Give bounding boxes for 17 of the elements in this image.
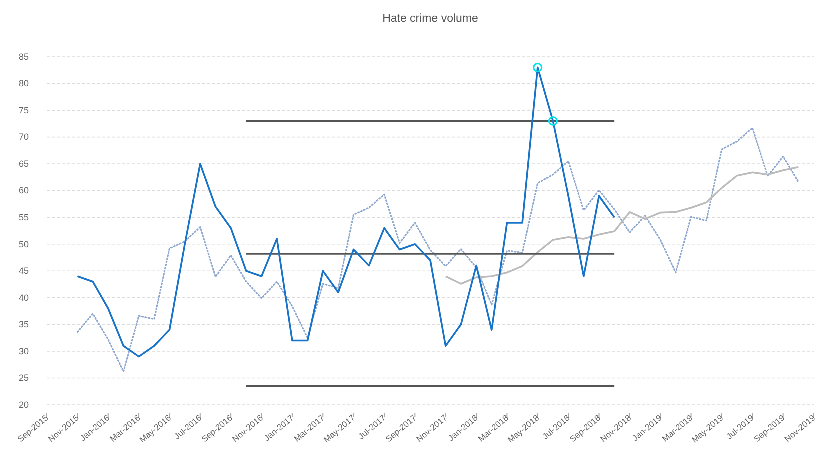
y-tick-label: 80 (18, 78, 29, 89)
y-tick-label: 25 (18, 373, 29, 384)
line-series (76, 127, 800, 373)
y-tick-label: 50 (18, 239, 29, 250)
y-tick-label: 20 (18, 400, 29, 410)
y-tick-label: 85 (18, 52, 29, 62)
y-tick-label: 70 (18, 132, 29, 142)
y-tick-label: 40 (18, 292, 29, 303)
y-tick-label: 30 (18, 346, 29, 356)
line-series (444, 166, 800, 285)
y-tick-label: 55 (18, 212, 29, 222)
y-tick-label: 35 (18, 320, 29, 330)
y-tick-label: 60 (18, 186, 29, 196)
y-tick-label: 65 (18, 158, 29, 169)
y-tick-label: 45 (18, 266, 29, 276)
y-tick-label: 75 (18, 105, 29, 116)
chart-title: Hate crime volume (382, 13, 478, 25)
